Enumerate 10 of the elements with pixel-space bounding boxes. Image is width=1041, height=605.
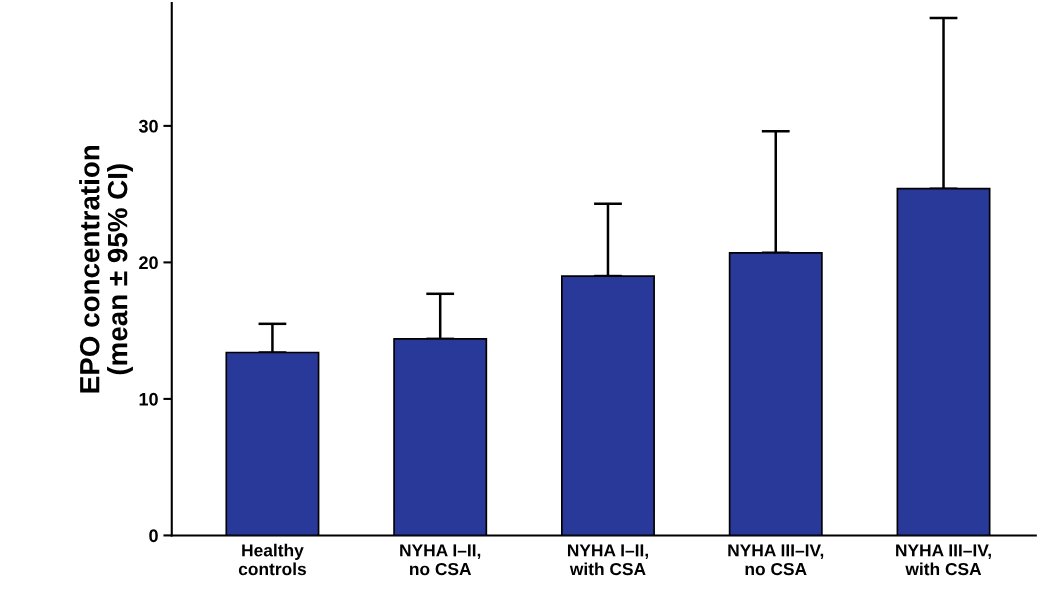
- y-tick-label: 20: [139, 256, 158, 270]
- y-tick-label: 10: [139, 392, 158, 406]
- x-tick-label: Healthy controls: [238, 543, 306, 576]
- x-tick-label: NYHA III–IV, with CSA: [896, 544, 991, 576]
- y-axis-title: EPO concentration (mean ± 95% CI): [79, 145, 133, 393]
- x-tick-label: NYHA I–II, no CSA: [400, 544, 481, 576]
- x-tick-label: NYHA I–II, with CSA: [567, 544, 648, 576]
- y-tick-label: 30: [138, 119, 158, 133]
- y-tick-label: 0: [149, 529, 158, 543]
- x-tick-label: NYHA III–IV, no CSA: [728, 544, 824, 576]
